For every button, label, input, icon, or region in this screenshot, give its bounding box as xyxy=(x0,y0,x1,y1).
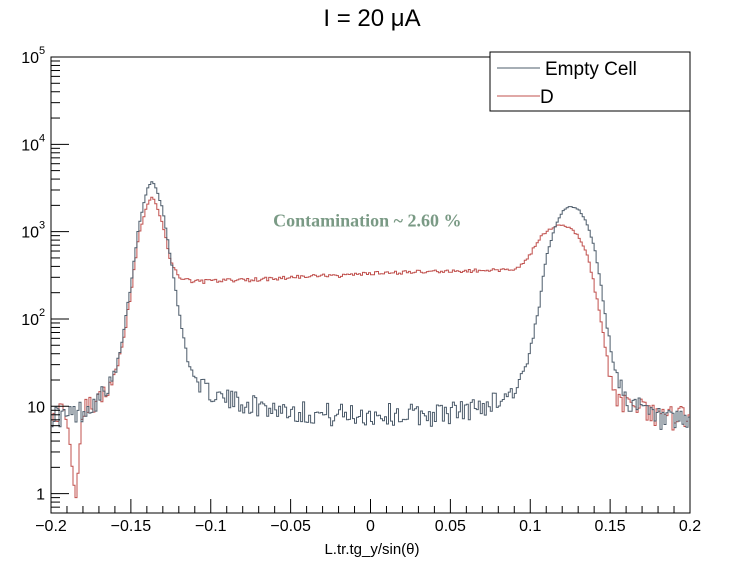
y-tick-label: 10 xyxy=(27,399,45,416)
series-layer xyxy=(51,181,690,499)
legend: Empty Cell D xyxy=(489,51,691,112)
legend-box xyxy=(489,51,691,112)
x-tick-label: −0.05 xyxy=(270,518,311,535)
x-tick-label: −0.15 xyxy=(111,518,152,535)
x-tick-label: 0.15 xyxy=(595,518,626,535)
y-tick-label: 10 xyxy=(21,225,39,242)
y-tick-exponent: 5 xyxy=(39,45,45,57)
x-tick-label: 0 xyxy=(366,518,375,535)
y-tick-label: 10 xyxy=(21,50,39,67)
y-tick-label: 1 xyxy=(36,487,45,504)
x-tick-label: 0.1 xyxy=(519,518,541,535)
y-tick-label: 10 xyxy=(21,137,39,154)
chart-title: I = 20 μA xyxy=(323,5,420,32)
ticks-layer xyxy=(50,60,691,514)
x-tick-label: −0.2 xyxy=(35,518,67,535)
y-tick-exponent: 2 xyxy=(39,307,45,319)
legend-label-d: D xyxy=(540,87,554,108)
contamination-annotation: Contamination ~ 2.60 % xyxy=(273,210,461,230)
legend-label-empty-cell: Empty Cell xyxy=(545,59,637,80)
series-line-empty-cell xyxy=(51,181,690,430)
x-tick-label: 0.2 xyxy=(679,518,701,535)
y-tick-label: 10 xyxy=(21,312,39,329)
x-tick-label: −0.1 xyxy=(195,518,227,535)
x-axis-title: L.tr.tg_y/sin(θ) xyxy=(324,541,419,558)
y-tick-exponent: 3 xyxy=(39,220,45,232)
series-line-d xyxy=(51,196,690,499)
y-tick-exponent: 4 xyxy=(39,132,45,144)
x-tick-labels: −0.2 −0.15 −0.1 −0.05 0 0.05 0.1 0.15 0.2 xyxy=(35,518,701,535)
x-tick-label: 0.05 xyxy=(435,518,466,535)
